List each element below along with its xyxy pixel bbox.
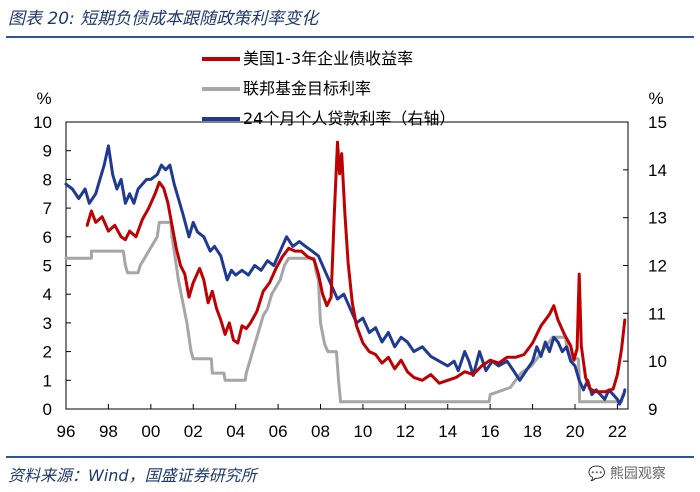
page-title: 图表 20: 短期负债成本跟随政策利率变化 bbox=[8, 9, 319, 29]
left-tick-label-0: 0 bbox=[43, 400, 52, 419]
series-layer bbox=[64, 140, 627, 406]
right-axis: 9 10 11 12 13 14 15 bbox=[623, 113, 667, 419]
right-tick-label-1: 10 bbox=[648, 352, 667, 371]
left-axis: 0 1 2 3 4 5 6 7 8 9 10 bbox=[33, 113, 71, 419]
right-tick-label-3: 12 bbox=[648, 257, 667, 276]
x-tick-label-6: 08 bbox=[311, 422, 330, 441]
x-tick-label-3: 02 bbox=[184, 422, 203, 441]
right-tick-label-6: 15 bbox=[648, 113, 667, 132]
series-line-1 bbox=[64, 220, 625, 404]
x-tick-label-2: 00 bbox=[141, 422, 160, 441]
watermark: 💬 熊园观察 bbox=[588, 463, 666, 483]
left-tick-label-3: 3 bbox=[43, 314, 52, 333]
x-tick-label-10: 16 bbox=[481, 422, 500, 441]
left-tick-label-9: 9 bbox=[43, 142, 52, 161]
right-tick-label-5: 14 bbox=[648, 161, 667, 180]
left-tick-label-1: 1 bbox=[43, 371, 52, 390]
source-note: 资料来源：Wind，国盛证券研究所 bbox=[8, 466, 257, 485]
footer-divider bbox=[6, 456, 694, 458]
legend-label-0: 美国1-3年企业债收益率 bbox=[243, 49, 413, 68]
legend-label-2: 24个月个人贷款利率（右轴） bbox=[243, 109, 455, 128]
left-tick-label-8: 8 bbox=[43, 170, 52, 189]
left-tick-label-4: 4 bbox=[43, 285, 52, 304]
x-axis: 96 98 00 02 04 06 08 10 12 14 16 18 20 22 bbox=[57, 404, 627, 441]
watermark-text: 熊园观察 bbox=[609, 466, 666, 482]
x-tick-label-0: 96 bbox=[57, 422, 76, 441]
x-tick-label-13: 22 bbox=[608, 422, 627, 441]
series-line-0 bbox=[85, 140, 627, 394]
left-axis-unit: % bbox=[36, 89, 51, 108]
x-tick-label-12: 20 bbox=[566, 422, 585, 441]
x-tick-label-8: 12 bbox=[396, 422, 415, 441]
right-tick-label-0: 9 bbox=[648, 400, 657, 419]
x-tick-label-11: 18 bbox=[523, 422, 542, 441]
left-tick-label-5: 5 bbox=[43, 257, 52, 276]
wechat-icon: 💬 bbox=[588, 466, 606, 482]
series-line-2 bbox=[64, 144, 627, 406]
left-tick-label-7: 7 bbox=[43, 199, 52, 218]
right-axis-unit: % bbox=[648, 89, 663, 108]
x-tick-label-1: 98 bbox=[99, 422, 118, 441]
right-tick-label-4: 13 bbox=[648, 209, 667, 228]
left-tick-label-2: 2 bbox=[43, 343, 52, 362]
title-divider bbox=[6, 36, 694, 38]
x-tick-label-7: 10 bbox=[353, 422, 372, 441]
left-tick-label-6: 6 bbox=[43, 228, 52, 247]
x-tick-label-9: 14 bbox=[438, 422, 457, 441]
right-tick-label-2: 11 bbox=[648, 304, 666, 323]
x-tick-label-4: 04 bbox=[226, 422, 245, 441]
left-tick-label-10: 10 bbox=[33, 113, 52, 132]
legend-label-1: 联邦基金目标利率 bbox=[243, 79, 371, 98]
x-tick-label-5: 06 bbox=[269, 422, 288, 441]
